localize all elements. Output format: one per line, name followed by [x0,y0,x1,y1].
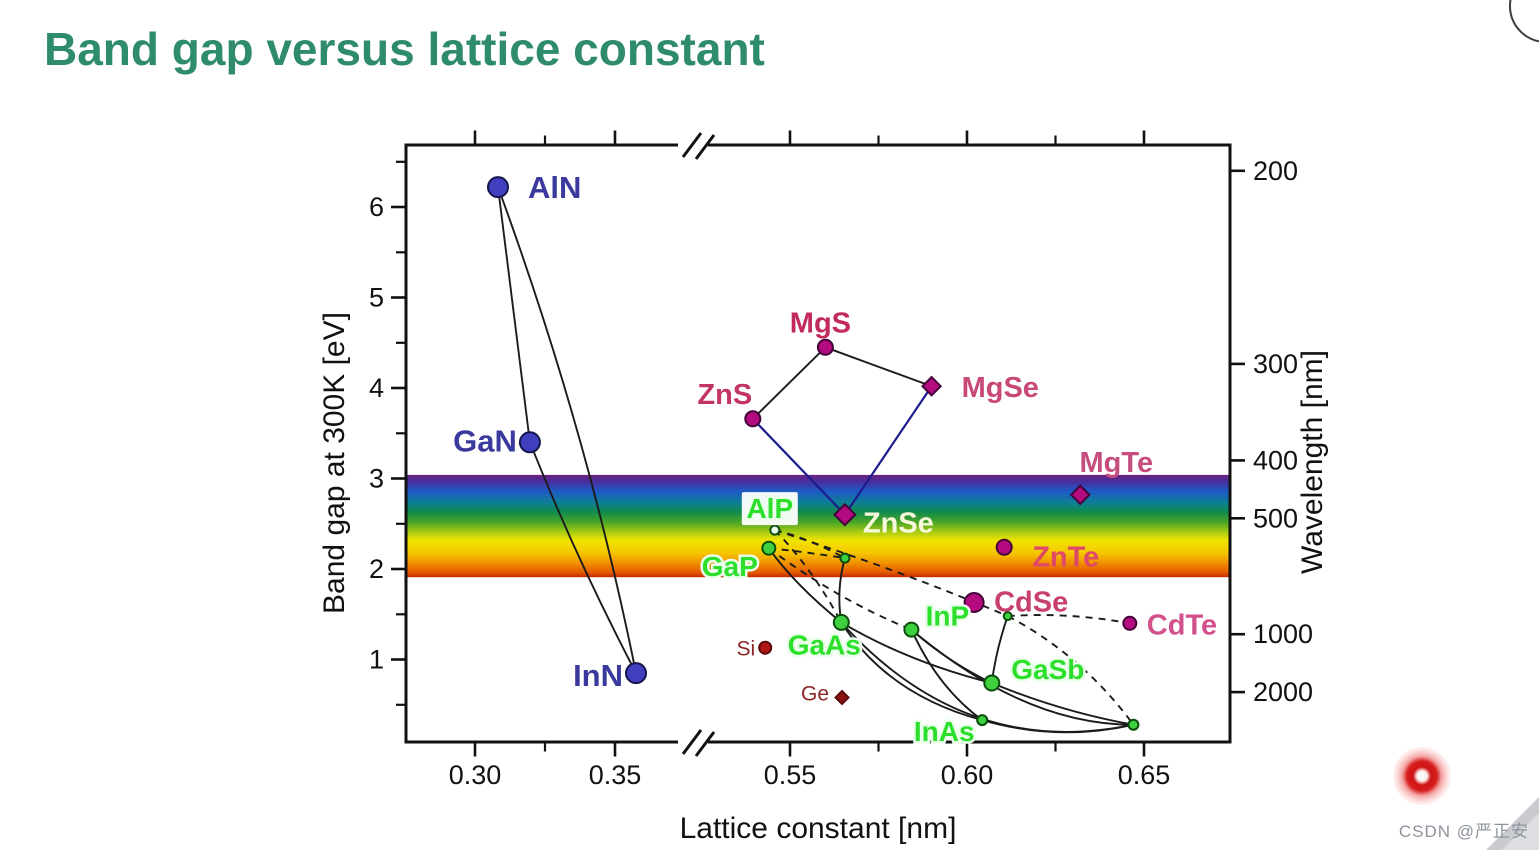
point-MgS [816,338,834,356]
label-CdSe: CdSe [994,587,1068,619]
point-InP [903,621,920,638]
connection-AlP-GaAs [774,529,843,623]
wavelength-tick-label: 400 [1253,445,1298,475]
x-axis-title: Lattice constant [nm] [680,812,957,845]
connection-ZnS-MgS [752,346,827,420]
label-Ge: Ge [801,683,829,706]
x-tick-label: 0.30 [449,760,502,790]
connection-GaSb-InSb [991,682,1134,726]
y-axis-ticks [391,160,405,706]
label-AlN: AlN [528,170,581,205]
connection-GaAs-InAs [840,621,983,722]
point-InN [625,662,647,685]
connection-InP-InAs [910,629,983,721]
y-tick-label: 5 [369,283,384,313]
label-GaP: GaP [702,551,758,582]
point-GaAs [832,613,850,631]
label-AlP: AlP [746,493,793,524]
label-MgS: MgS [790,307,851,339]
label-MgSe: MgSe [962,372,1039,404]
connection-GaAs-GaSb [840,621,993,684]
plot-frame: 0.30 0.35 0.55 0.60 0.65 6 5 4 3 2 1 200 300 400 500 10… [318,130,1329,845]
connection-node-GaSb [990,615,1009,684]
point-AlP [769,524,781,536]
connection-GaN-InN [529,441,637,674]
point-ZnSe [833,502,857,527]
label-InN: InN [573,658,623,693]
point-MgTe [1069,484,1091,506]
connection-InP-GaSb [910,628,993,684]
laser-pointer-dot [1393,747,1451,805]
visible-spectrum-band [406,474,1230,578]
connection-InP-InSb [910,628,1134,726]
y-tick-label: 1 [369,645,384,675]
page-title: Band gap versus lattice constant [44,23,765,75]
label-ZnSe: ZnSe [863,508,934,540]
point-AlN [487,176,509,199]
point-node [1002,611,1013,622]
point-Ge [834,689,850,706]
point-CdTe [1122,615,1138,631]
connection-MgSe-ZnSe [843,385,933,516]
connection-node-CdTe [1007,614,1130,625]
y-axis-title: Band gap at 300K [eV] [318,312,351,614]
connection-MgS-MgSe [825,346,932,388]
y-tick-label: 2 [369,554,384,584]
data-points [487,176,1140,731]
connection-InAs-InSb [981,719,1134,734]
label-ZnTe: ZnTe [1032,541,1099,573]
connection-GaP-AlAs [768,547,846,560]
point-Si [758,640,773,655]
connection-ZnS-ZnSe [752,418,846,516]
x-tick-label: 0.55 [764,760,817,790]
point-InAs [976,714,989,727]
label-GaN: GaN [453,423,517,458]
watermark: CSDN @严正安 [1398,822,1529,841]
x-axis-ticks [473,130,1146,757]
label-GaAs: GaAs [788,629,861,660]
y2-axis-title: Wavelength [nm] [1296,350,1329,574]
point-ZnTe [995,538,1013,556]
wavelength-tick-label: 200 [1253,156,1298,186]
connection-AlP-node [774,529,1009,617]
label-CdTe: CdTe [1147,609,1217,641]
point-CdSe [963,592,985,613]
connection-lines [497,186,1135,734]
y-tick-label: 3 [369,464,384,494]
axis-break-marks [681,132,716,757]
x-tick-label: 0.65 [1118,760,1171,790]
label-Si: Si [737,638,756,661]
point-ZnS [744,410,762,428]
label-InP: InP [926,601,970,632]
wavelength-tick-label: 500 [1253,503,1298,533]
wavelength-axis-ticks [1231,169,1245,694]
label-ZnS: ZnS [697,379,752,411]
wavelength-tick-label: 1000 [1253,619,1313,649]
point-GaN [518,431,541,454]
connection-node-InSb [1007,615,1135,726]
connection-GaP-InP [768,547,912,631]
label-box-AlP [741,492,798,526]
label-InAs: InAs [914,716,975,747]
connection-AlN-InN [497,186,637,674]
wavelength-tick-label: 300 [1253,349,1298,379]
point-AlAs [839,552,851,564]
label-MgTe: MgTe [1080,447,1154,479]
connection-GaP-GaAs [768,547,842,624]
point-GaP [761,540,777,556]
x-tick-label: 0.35 [589,760,642,790]
point-GaSb [983,674,1001,692]
material-labels: AlN GaN InN ZnS MgS MgSe ZnSe MgTe ZnTe CdSe CdTe A… [453,170,1217,749]
y-tick-label: 4 [369,373,384,403]
x-tick-label: 0.60 [941,760,994,790]
label-GaSb: GaSb [1011,654,1084,685]
point-InSb [1127,718,1140,731]
connection-AlN-GaN [497,186,531,443]
point-MgSe [921,375,943,397]
wavelength-tick-label: 2000 [1253,677,1313,707]
y-tick-label: 6 [369,192,384,222]
